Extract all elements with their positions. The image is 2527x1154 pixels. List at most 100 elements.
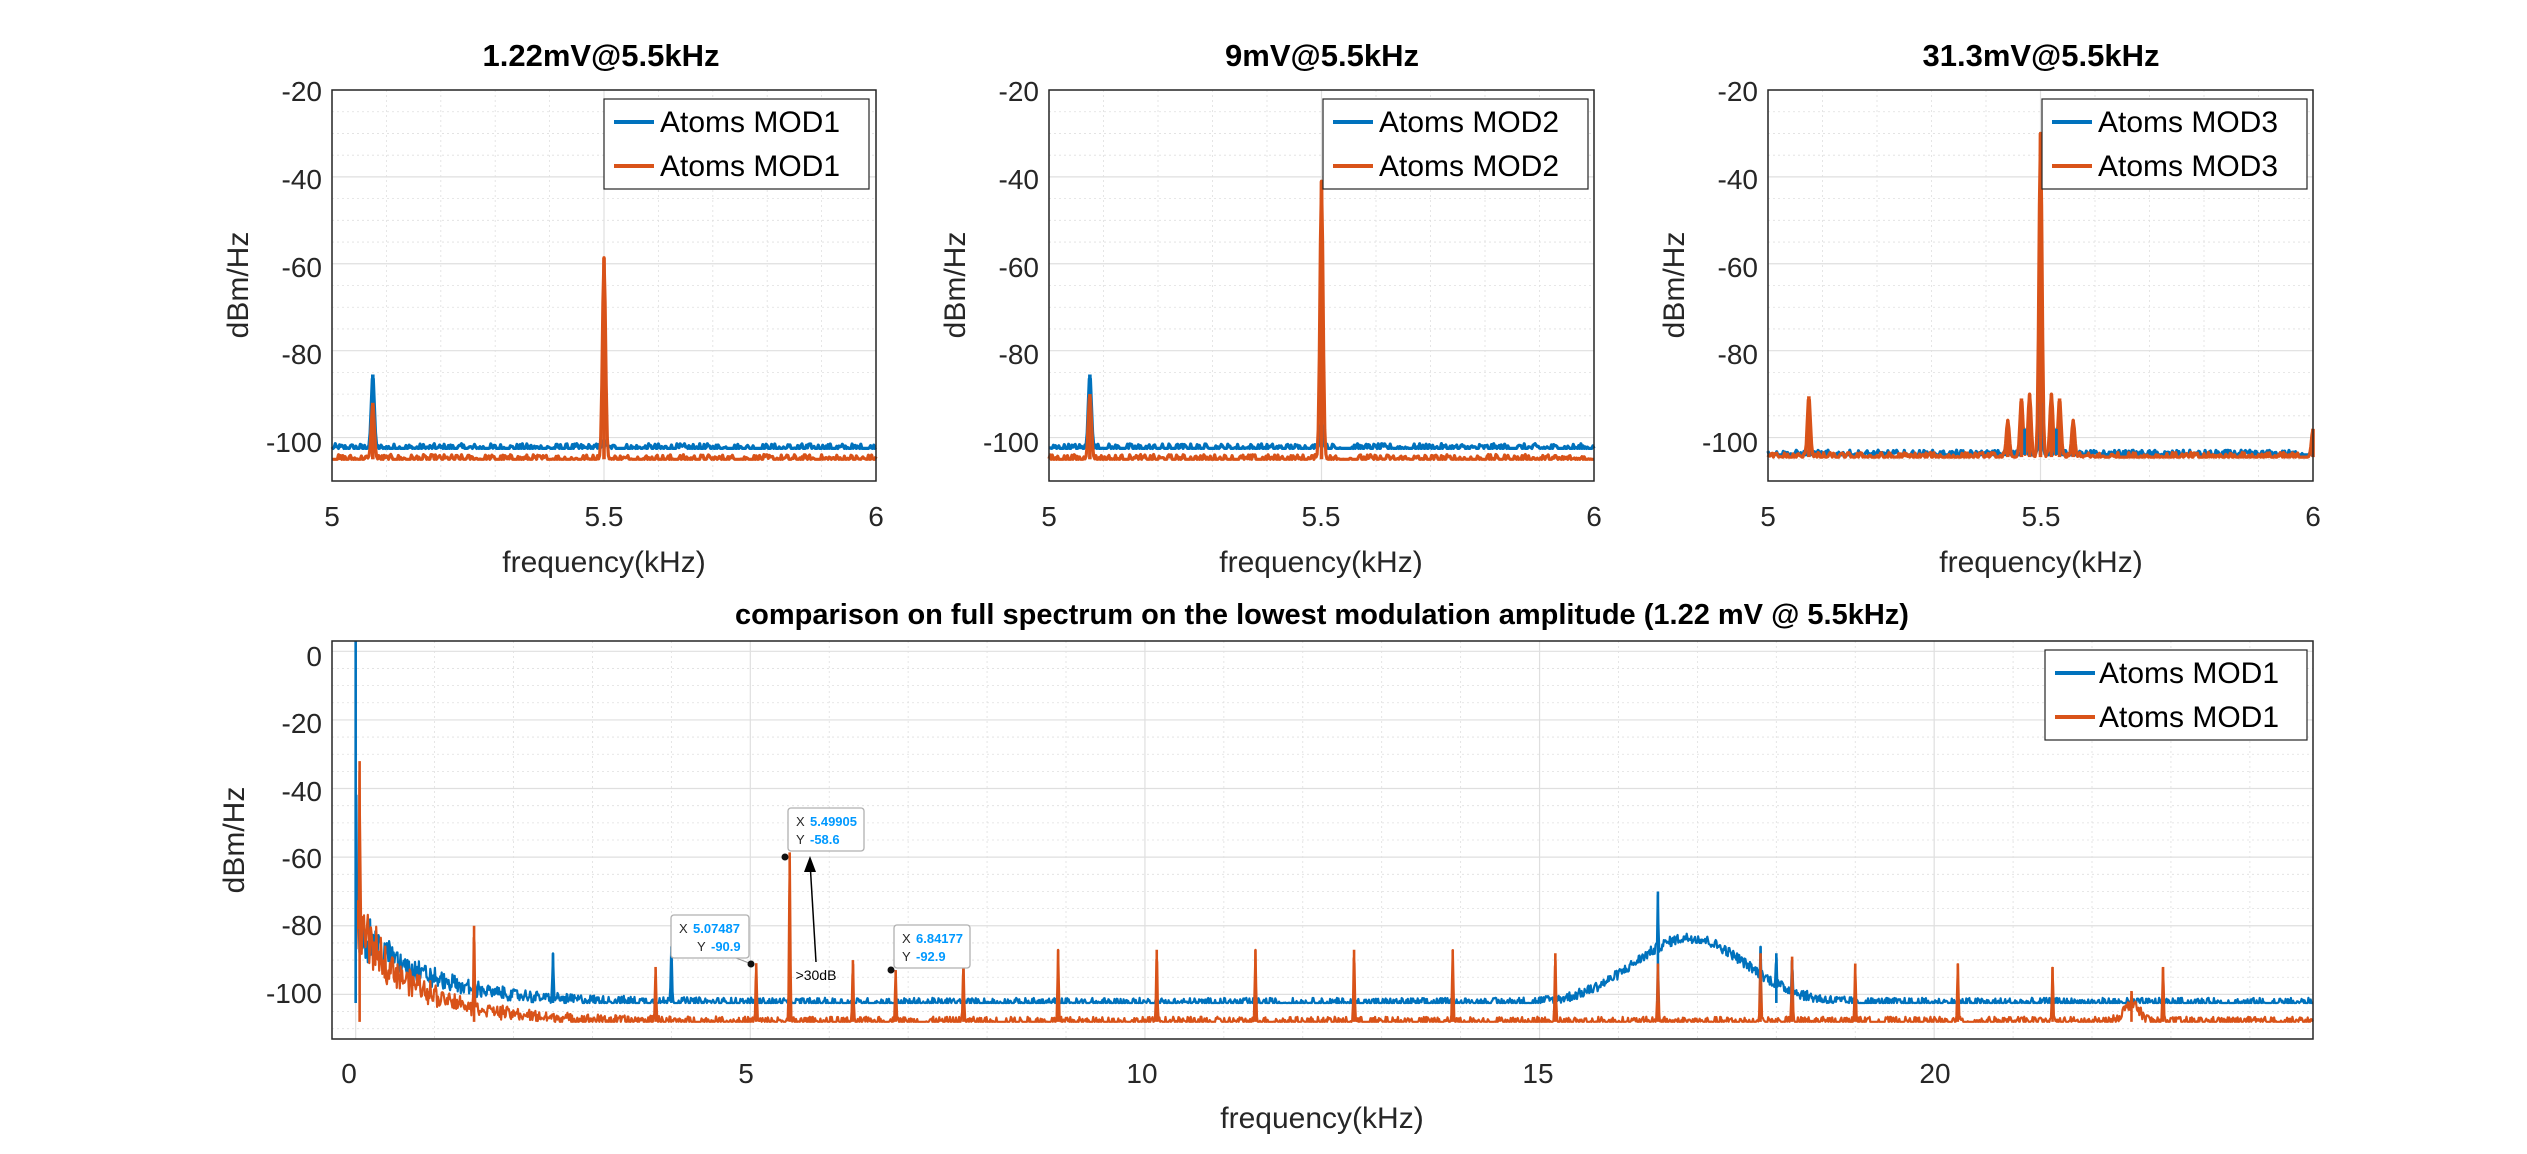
subplot-3-legend: Atoms MOD3 Atoms MOD3: [2041, 98, 2308, 190]
subplot-4-ytick: -20: [282, 708, 322, 739]
subplot-4-legend-box: [2044, 649, 2308, 741]
subplot-2-series: [1047, 179, 1596, 461]
subplot-1-ytick: -100: [266, 427, 322, 458]
subplot-1-ytick: -40: [282, 164, 322, 195]
annotation-text: >30dB: [796, 967, 837, 983]
subplot-1-legend-label-1: Atoms MOD1: [660, 106, 840, 139]
subplot-3-ytick: -40: [1718, 164, 1758, 195]
subplot-2-ylabel: dBm/Hz: [939, 232, 972, 339]
subplot-2-ytick: -100: [983, 427, 1039, 458]
subplot-2-xtick: 5.5: [1302, 501, 1341, 532]
series-line-4-1: [355, 794, 2314, 1005]
datatip-2-y-label: Y: [796, 832, 805, 847]
datatip-1-y-value: -90.9: [711, 939, 741, 954]
subplot-4: comparison on full spectrum on the lowes…: [218, 599, 2314, 1135]
subplot-3-legend-label-2: Atoms MOD3: [2098, 150, 2278, 183]
datatip-2-x-label: X: [796, 814, 805, 829]
datatip-1-leader: [735, 957, 750, 964]
subplot-2-xticks: 5 5.5 6: [1041, 501, 1602, 532]
subplot-3-series: [1766, 131, 2315, 459]
subplot-3-ytick: -100: [1702, 427, 1758, 458]
subplot-2-axes-box: [1048, 89, 1595, 482]
annotation-arrow: [809, 861, 817, 963]
subplot-3-xticks: 5 5.5 6: [1760, 501, 2321, 532]
subplot-3-xtick: 6: [2305, 501, 2321, 532]
svg-text:Y: Y: [796, 832, 805, 847]
subplot-2-xlabel: frequency(kHz): [1219, 546, 1422, 579]
subplot-1-legend: Atoms MOD1 Atoms MOD1: [603, 98, 870, 190]
subplot-1-yticks: -20 -40 -60 -80 -100: [266, 76, 322, 458]
subplot-2-ytick: -80: [999, 339, 1039, 370]
datatip-1-x-label: X: [679, 921, 688, 936]
subplot-1-legend-box: [603, 98, 870, 190]
subplot-2-xtick: 6: [1586, 501, 1602, 532]
datatip-1-x-value: 5.07487: [693, 921, 740, 936]
datatip-3-y-value: -92.9: [916, 949, 946, 964]
subplot-4-legend: Atoms MOD1 Atoms MOD1: [2044, 649, 2308, 741]
subplot-3-legend-label-1: Atoms MOD3: [2098, 106, 2278, 139]
subplot-2-ytick: -60: [999, 252, 1039, 283]
datatip-3-x-label: X: [902, 931, 911, 946]
subplot-2: 9mV@5.5kHz -20 -40 -60 -80 -100 5 5.5 6 …: [939, 38, 1602, 579]
subplot-4-xlabel: frequency(kHz): [1220, 1102, 1423, 1135]
subplot-1-ytick: -20: [282, 76, 322, 107]
subplot-3-ytick: -80: [1718, 339, 1758, 370]
subplot-4-ytick: 0: [306, 641, 322, 672]
datatip-3[interactable]: X 6.84177 Y -92.9: [887, 924, 971, 974]
subplot-2-legend-label-1: Atoms MOD2: [1379, 106, 1559, 139]
subplot-4-ytick: -60: [282, 843, 322, 874]
subplot-4-legend-label-2: Atoms MOD1: [2099, 701, 2279, 734]
datatip-1[interactable]: X 5.07487 Y -90.9: [670, 914, 755, 968]
svg-text:X: X: [902, 931, 911, 946]
subplot-4-yticks: 0 -20 -40 -60 -80 -100: [266, 641, 322, 1009]
subplot-1-title: 1.22mV@5.5kHz: [482, 38, 719, 73]
subplot-3-ylabel: dBm/Hz: [1658, 232, 1691, 339]
svg-text:X: X: [679, 921, 688, 936]
datatip-1-marker: [747, 960, 755, 968]
subplot-2-ytick: -40: [999, 164, 1039, 195]
subplot-1-xtick: 5: [324, 501, 340, 532]
subplot-3-ytick: -20: [1718, 76, 1758, 107]
subplot-2-legend-label-2: Atoms MOD2: [1379, 150, 1559, 183]
subplot-4-xtick: 20: [1919, 1058, 1950, 1089]
subplot-1-series: [330, 256, 878, 461]
subplot-4-axes-box: [331, 640, 2314, 1040]
datatip-3-marker: [887, 966, 895, 974]
subplot-3-xtick: 5.5: [2022, 501, 2061, 532]
svg-text:Y: Y: [697, 939, 706, 954]
subplot-4-xtick: 5: [738, 1058, 754, 1089]
subplot-3-title: 31.3mV@5.5kHz: [1922, 38, 2159, 73]
datatip-3-box: [893, 924, 971, 969]
datatip-2-marker: [781, 853, 789, 861]
subplot-3: 31.3mV@5.5kHz -20 -40 -60 -80 -100 5 5.5…: [1658, 38, 2321, 579]
subplot-3-axes-box: [1767, 89, 2314, 482]
subplot-2-legend-box: [1322, 98, 1589, 190]
series-line-3-2: [1766, 131, 2315, 459]
series-line-2-2: [1047, 179, 1595, 461]
subplot-1-ytick: -80: [282, 339, 322, 370]
subplot-4-xtick: 15: [1522, 1058, 1553, 1089]
annotation-arrowhead: [804, 856, 816, 872]
subplot-2-xtick: 5: [1041, 501, 1057, 532]
svg-text:X: X: [796, 814, 805, 829]
subplot-3-ytick: -60: [1718, 252, 1758, 283]
subplot-2-yticks: -20 -40 -60 -80 -100: [983, 76, 1039, 458]
subplot-4-xtick: 10: [1126, 1058, 1157, 1089]
subplot-3-xtick: 5: [1760, 501, 1776, 532]
series-line-4-2: [355, 770, 2314, 1023]
subplot-3-xlabel: frequency(kHz): [1939, 546, 2142, 579]
subplot-2-legend: Atoms MOD2 Atoms MOD2: [1322, 98, 1589, 190]
subplot-3-legend-box: [2041, 98, 2308, 190]
subplot-2-ytick: -20: [999, 76, 1039, 107]
datatip-3-y-label: Y: [902, 949, 911, 964]
subplot-4-legend-label-1: Atoms MOD1: [2099, 657, 2279, 690]
subplot-4-annotation: >30dB: [796, 856, 837, 983]
subplot-1-ylabel: dBm/Hz: [222, 232, 255, 339]
datatip-2[interactable]: X 5.49905 Y -58.6: [781, 807, 865, 861]
subplot-1-axes-box: [331, 89, 877, 482]
subplot-4-ylabel: dBm/Hz: [218, 787, 251, 894]
datatip-3-x-value: 6.84177: [916, 931, 963, 946]
datatip-2-box: [787, 807, 865, 852]
subplot-1: 1.22mV@5.5kHz -20 -40 -60 -80 -100 5 5.5…: [222, 38, 884, 579]
